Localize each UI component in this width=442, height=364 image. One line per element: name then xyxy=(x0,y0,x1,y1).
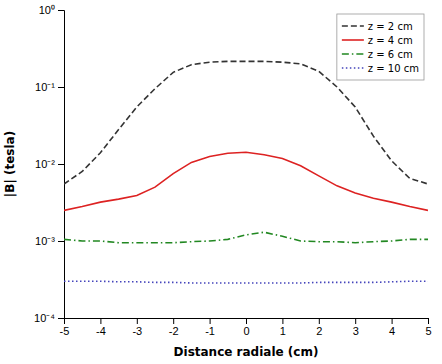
tick: -2 xyxy=(169,318,179,337)
tick-mark xyxy=(282,318,283,324)
tick: 10⁻⁴ xyxy=(34,312,64,324)
axis-line xyxy=(58,11,65,319)
legend: z = 2 cm z = 4 cm z = 6 cm z = 10 cm xyxy=(337,14,424,80)
tick: -4 xyxy=(96,318,106,337)
series-line xyxy=(64,281,428,283)
tick-label: 10⁻⁴ xyxy=(34,312,55,324)
tick-label: -3 xyxy=(132,325,142,337)
tick-mark xyxy=(58,10,64,11)
tick-mark xyxy=(392,318,393,324)
tick: 2 xyxy=(316,318,322,337)
tick-mark xyxy=(355,318,356,324)
tick-label: 0 xyxy=(243,325,249,337)
chart: -5 -4 -3 -2 -1 0 1 2 3 4 5 10⁻⁴ 10⁻³ 10⁻² 10⁻¹ 10⁰ Dista… xyxy=(0,0,442,364)
tick-mark xyxy=(58,318,64,319)
tick-mark xyxy=(137,318,138,324)
tick: 3 xyxy=(353,318,359,337)
legend-label: z = 10 cm xyxy=(368,63,419,74)
legend-box xyxy=(337,14,424,80)
tick-mark xyxy=(100,318,101,324)
tick-mark xyxy=(319,318,320,324)
legend-swatch xyxy=(342,67,364,69)
tick: 10⁻¹ xyxy=(35,81,64,93)
tick-mark xyxy=(58,164,64,165)
legend-swatch xyxy=(342,25,364,27)
tick-label: 4 xyxy=(389,325,395,337)
tick-label: 10⁰ xyxy=(39,4,55,16)
tick: 10⁻² xyxy=(35,158,64,170)
tick: 5 xyxy=(425,318,431,337)
tick: -1 xyxy=(205,318,215,337)
y-axis-title: |B| (tesla) xyxy=(3,131,17,197)
tick: -3 xyxy=(132,318,142,337)
tick-mark xyxy=(58,241,64,242)
legend-swatch xyxy=(342,39,364,41)
tick-label: -2 xyxy=(169,325,179,337)
tick-label: 5 xyxy=(425,325,431,337)
legend-swatch xyxy=(342,53,364,55)
tick: 1 xyxy=(280,318,286,337)
tick: 0 xyxy=(243,318,249,337)
tick: 10⁰ xyxy=(39,4,64,16)
tick: -5 xyxy=(60,318,70,337)
tick-label: -1 xyxy=(205,325,215,337)
x-axis-title: Distance radiale (cm) xyxy=(174,345,319,359)
legend-label: z = 2 cm xyxy=(368,21,413,32)
legend-label: z = 4 cm xyxy=(368,35,413,46)
axis-line xyxy=(65,319,429,325)
tick: 10⁻³ xyxy=(35,235,64,247)
tick-mark xyxy=(246,318,247,324)
tick-label: 10⁻³ xyxy=(35,235,55,247)
tick-label: 1 xyxy=(280,325,286,337)
tick-mark xyxy=(58,87,64,88)
tick-label: 10⁻¹ xyxy=(35,81,55,93)
tick-mark xyxy=(210,318,211,324)
series-line xyxy=(64,152,428,210)
plot-area xyxy=(64,61,428,283)
tick-label: -4 xyxy=(96,325,106,337)
series-line xyxy=(64,232,428,242)
tick-mark xyxy=(173,318,174,324)
x-axis: -5 -4 -3 -2 -1 0 1 2 3 4 5 xyxy=(60,318,432,337)
tick-label: 3 xyxy=(353,325,359,337)
tick-label: 10⁻² xyxy=(35,158,55,170)
tick-label: 2 xyxy=(316,325,322,337)
tick-label: -5 xyxy=(60,325,70,337)
y-axis: 10⁻⁴ 10⁻³ 10⁻² 10⁻¹ 10⁰ xyxy=(34,4,64,324)
tick-mark xyxy=(428,318,429,324)
tick: 4 xyxy=(389,318,395,337)
legend-label: z = 6 cm xyxy=(368,49,413,60)
